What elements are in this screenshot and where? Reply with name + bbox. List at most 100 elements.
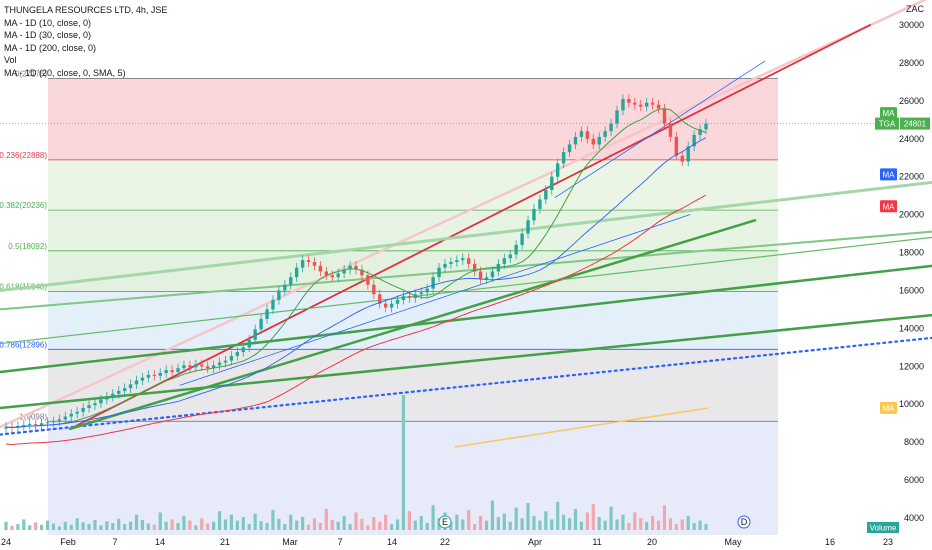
ma200-line xyxy=(454,407,709,448)
candle-body xyxy=(28,424,32,426)
candle-body xyxy=(336,273,340,278)
candle-body xyxy=(93,403,97,406)
candle-body xyxy=(188,365,192,368)
event-label: D xyxy=(741,517,748,527)
price-tick: 30000 xyxy=(899,20,924,30)
volume-bar xyxy=(556,501,560,530)
candle-body xyxy=(117,390,121,394)
candle-body xyxy=(200,364,204,367)
volume-bar xyxy=(4,521,8,530)
candle-body xyxy=(573,136,578,145)
volume-bar xyxy=(128,521,133,530)
candle-body xyxy=(81,408,85,412)
candle-body xyxy=(674,136,679,156)
volume-bar xyxy=(508,521,512,530)
time-tick: Apr xyxy=(528,537,542,547)
candle-body xyxy=(431,277,435,289)
time-tick: 7 xyxy=(337,537,342,547)
candle-body xyxy=(259,318,263,330)
moving-averages xyxy=(5,108,709,448)
volume-bar xyxy=(680,519,684,530)
volume-bar xyxy=(526,503,530,530)
volume-bar xyxy=(490,500,495,530)
candle-body xyxy=(318,265,323,272)
candle-body xyxy=(680,155,684,162)
candle-body xyxy=(122,388,127,391)
candle-body xyxy=(567,144,572,153)
legend-title[interactable]: THUNGELA RESOURCES LTD, 4h, JSE xyxy=(4,5,168,15)
currency-label: ZAC xyxy=(906,4,925,14)
candle-body xyxy=(69,413,73,417)
price-tick: 6000 xyxy=(904,475,924,485)
volume-bar xyxy=(627,522,631,530)
candle-body xyxy=(247,339,251,348)
legend-ma10[interactable]: MA - 1D (10, close, 0) xyxy=(4,17,92,28)
fib-band xyxy=(48,349,778,422)
volume-bar xyxy=(105,521,109,530)
time-tick: Mar xyxy=(282,537,298,547)
time-tick: 14 xyxy=(387,537,397,547)
legend-ma200[interactable]: MA - 1D (200, close, 0) xyxy=(4,42,97,53)
candle-body xyxy=(443,263,447,268)
candle-body xyxy=(425,288,429,293)
candle-body xyxy=(45,422,50,424)
volume-bar xyxy=(206,523,210,530)
candle-body xyxy=(692,134,696,147)
trendline-green-faint1 xyxy=(0,180,932,292)
candle-body xyxy=(182,365,186,369)
candle-body xyxy=(330,275,334,278)
candle-body xyxy=(378,294,382,304)
volume-bar xyxy=(253,513,257,530)
price-axis: 4000 6000 8000 10000 12000 14000 16000 18000 200… xyxy=(899,4,925,523)
volume-bar xyxy=(502,513,506,530)
candle-body xyxy=(211,365,216,369)
time-tick: 22 xyxy=(440,537,450,547)
trendline-red xyxy=(69,24,871,430)
fib-lines: 0(27176) 0.236(22888) 0.382(20236) 0.5(1809… xyxy=(0,70,778,422)
legend-ma20[interactable]: MA - 1D (20, close, 0, SMA, 5) xyxy=(4,67,126,78)
volume-bar xyxy=(81,522,85,530)
time-tick: May xyxy=(724,537,742,547)
volume-bar xyxy=(562,514,566,530)
volume-bar xyxy=(609,506,613,530)
candle-body xyxy=(467,258,471,264)
candle-body xyxy=(656,104,661,109)
volume-bar xyxy=(395,519,400,530)
candle-body xyxy=(146,374,151,378)
volume-bar xyxy=(330,520,334,530)
volume-bar xyxy=(645,521,649,530)
candle-body xyxy=(22,425,26,427)
candle-body xyxy=(449,262,453,264)
volume-bar xyxy=(597,517,601,530)
candle-body xyxy=(704,123,708,130)
volume-bar xyxy=(538,520,542,530)
volume-bars xyxy=(4,395,708,530)
candle-body xyxy=(277,290,281,300)
candle-body xyxy=(205,366,210,369)
volume-bar xyxy=(372,517,376,530)
volume-bar xyxy=(585,512,589,530)
ma-tag: MA xyxy=(880,401,897,414)
fib-band xyxy=(48,159,778,211)
time-axis: 24 Feb 7 14 21 Mar 7 14 22 Apr 11 20 May 16 23 E D xyxy=(1,515,893,547)
candle-body xyxy=(532,208,536,221)
ma-tag: MA xyxy=(880,168,897,181)
candle-body xyxy=(455,260,459,263)
candle-body xyxy=(312,262,317,266)
trendline-green1 xyxy=(0,264,932,374)
candle-body xyxy=(597,136,601,145)
volume-bar xyxy=(668,518,673,530)
trendline-green2 xyxy=(0,313,932,410)
legend-ma30[interactable]: MA - 1D (30, close, 0) xyxy=(4,30,92,40)
candle-body xyxy=(87,405,91,409)
volume-bar xyxy=(686,515,690,530)
candle-body xyxy=(603,131,607,137)
time-tick: Feb xyxy=(60,537,76,547)
candle-body xyxy=(662,108,667,124)
price-tick: 12000 xyxy=(899,361,924,371)
volume-bar xyxy=(10,525,14,530)
candle-body xyxy=(609,123,613,132)
time-tick: 20 xyxy=(647,537,657,547)
legend-vol[interactable]: Vol xyxy=(4,55,17,65)
